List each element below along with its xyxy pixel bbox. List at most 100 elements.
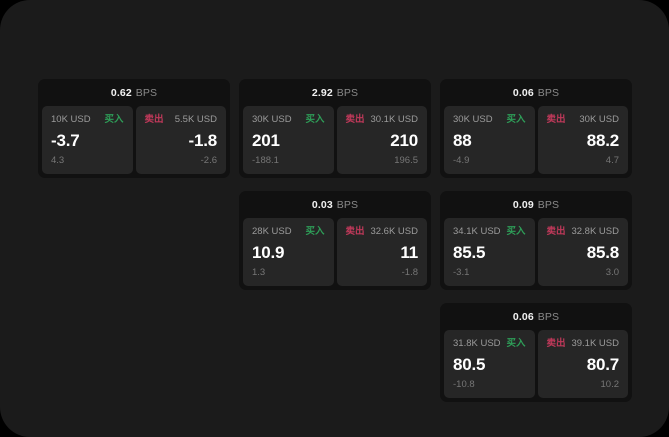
buy-panel-header: 30K USD 买入 xyxy=(252,114,325,125)
buy-panel[interactable]: 34.1K USD 买入 85.5 -3.1 xyxy=(444,218,535,286)
spread-card[interactable]: 0.06 BPS 30K USD 买入 88 -4.9 卖出 30K USD xyxy=(440,79,632,178)
sell-tag: 卖出 xyxy=(546,226,566,237)
sell-panel-header: 卖出 32.8K USD xyxy=(547,226,620,237)
buy-tag: 买入 xyxy=(506,226,526,237)
sell-delta: -1.8 xyxy=(401,267,418,278)
sell-delta: -2.6 xyxy=(200,155,217,166)
sell-price: 11 xyxy=(400,242,418,262)
sell-delta: 196.5 xyxy=(394,155,418,166)
buy-tag: 买入 xyxy=(305,114,325,125)
card-header: 2.92 BPS xyxy=(239,79,431,106)
bps-value: 0.62 xyxy=(110,86,132,99)
bps-value: 0.06 xyxy=(512,310,534,323)
buy-panel-header: 31.8K USD 买入 xyxy=(453,338,526,349)
sell-panel[interactable]: 卖出 30K USD 88.2 4.7 xyxy=(537,106,628,174)
buy-panel[interactable]: 30K USD 买入 88 -4.9 xyxy=(444,106,535,174)
bps-value: 0.09 xyxy=(512,198,534,211)
sell-panel-header: 卖出 32.6K USD xyxy=(346,226,419,237)
sell-panel[interactable]: 卖出 5.5K USD -1.8 -2.6 xyxy=(135,106,226,174)
sell-tag: 卖出 xyxy=(345,114,365,125)
sell-price: 210 xyxy=(390,130,418,150)
buy-delta: -4.9 xyxy=(453,155,470,166)
sell-quantity: 32.6K USD xyxy=(370,226,418,237)
sell-panel-header: 卖出 30.1K USD xyxy=(346,114,419,125)
spread-card[interactable]: 0.03 BPS 28K USD 买入 10.9 1.3 卖出 32.6K US… xyxy=(239,191,431,290)
buy-tag: 买入 xyxy=(305,226,325,237)
sell-delta: 10.2 xyxy=(600,379,620,390)
buy-tag: 买入 xyxy=(506,338,526,349)
card-header: 0.03 BPS xyxy=(239,191,431,218)
card-body: 28K USD 买入 10.9 1.3 卖出 32.6K USD 11 -1.8 xyxy=(239,218,431,286)
sell-price: 85.8 xyxy=(586,242,619,262)
card-body: 30K USD 买入 88 -4.9 卖出 30K USD 88.2 4.7 xyxy=(440,106,632,174)
buy-quantity: 30K USD xyxy=(453,114,493,125)
card-body: 30K USD 买入 201 -188.1 卖出 30.1K USD 210 1… xyxy=(239,106,431,174)
buy-panel-header: 10K USD 买入 xyxy=(51,114,124,125)
sell-panel-header: 卖出 5.5K USD xyxy=(145,114,218,125)
buy-quantity: 10K USD xyxy=(51,114,91,125)
buy-price: 85.5 xyxy=(453,242,486,262)
buy-tag: 买入 xyxy=(506,114,526,125)
sell-panel[interactable]: 卖出 32.6K USD 11 -1.8 xyxy=(336,218,427,286)
sell-quantity: 32.8K USD xyxy=(571,226,619,237)
buy-delta: -10.8 xyxy=(453,379,475,390)
bps-value: 0.06 xyxy=(512,86,534,99)
buy-quantity: 31.8K USD xyxy=(453,338,501,349)
buy-delta: 4.3 xyxy=(51,155,65,166)
sell-panel[interactable]: 卖出 39.1K USD 80.7 10.2 xyxy=(537,330,628,398)
bps-unit: BPS xyxy=(537,86,560,99)
card-header: 0.62 BPS xyxy=(38,79,230,106)
sell-quantity: 30.1K USD xyxy=(370,114,418,125)
spread-card[interactable]: 2.92 BPS 30K USD 买入 201 -188.1 卖出 30.1K … xyxy=(239,79,431,178)
bps-unit: BPS xyxy=(336,198,359,211)
spread-card-grid: 0.62 BPS 10K USD 买入 -3.7 4.3 卖出 5.5K USD xyxy=(38,79,634,402)
sell-delta: 4.7 xyxy=(605,155,619,166)
bps-unit: BPS xyxy=(336,86,359,99)
sell-panel-header: 卖出 30K USD xyxy=(547,114,620,125)
bps-value: 2.92 xyxy=(311,86,333,99)
sell-panel[interactable]: 卖出 30.1K USD 210 196.5 xyxy=(336,106,427,174)
buy-delta: 1.3 xyxy=(252,267,266,278)
sell-quantity: 5.5K USD xyxy=(174,114,217,125)
sell-tag: 卖出 xyxy=(546,114,566,125)
buy-price: 80.5 xyxy=(453,354,486,374)
buy-delta: -188.1 xyxy=(252,155,279,166)
buy-quantity: 30K USD xyxy=(252,114,292,125)
spread-card[interactable]: 0.62 BPS 10K USD 买入 -3.7 4.3 卖出 5.5K USD xyxy=(38,79,230,178)
buy-delta: -3.1 xyxy=(453,267,470,278)
buy-price: 88 xyxy=(453,130,472,150)
spread-card[interactable]: 0.09 BPS 34.1K USD 买入 85.5 -3.1 卖出 32.8K… xyxy=(440,191,632,290)
buy-quantity: 28K USD xyxy=(252,226,292,237)
buy-panel[interactable]: 10K USD 买入 -3.7 4.3 xyxy=(42,106,133,174)
sell-quantity: 30K USD xyxy=(579,114,619,125)
buy-panel[interactable]: 31.8K USD 买入 80.5 -10.8 xyxy=(444,330,535,398)
card-header: 0.09 BPS xyxy=(440,191,632,218)
sell-tag: 卖出 xyxy=(546,338,566,349)
bps-unit: BPS xyxy=(537,198,560,211)
buy-price: -3.7 xyxy=(51,130,80,150)
buy-panel-header: 30K USD 买入 xyxy=(453,114,526,125)
sell-delta: 3.0 xyxy=(605,267,619,278)
buy-panel-header: 28K USD 买入 xyxy=(252,226,325,237)
card-header: 0.06 BPS xyxy=(440,79,632,106)
card-body: 34.1K USD 买入 85.5 -3.1 卖出 32.8K USD 85.8… xyxy=(440,218,632,286)
buy-panel[interactable]: 30K USD 买入 201 -188.1 xyxy=(243,106,334,174)
buy-quantity: 34.1K USD xyxy=(453,226,501,237)
sell-tag: 卖出 xyxy=(345,226,365,237)
buy-tag: 买入 xyxy=(104,114,124,125)
card-header: 0.06 BPS xyxy=(440,303,632,330)
card-body: 31.8K USD 买入 80.5 -10.8 卖出 39.1K USD 80.… xyxy=(440,330,632,398)
buy-panel[interactable]: 28K USD 买入 10.9 1.3 xyxy=(243,218,334,286)
bps-unit: BPS xyxy=(537,310,560,323)
spread-card[interactable]: 0.06 BPS 31.8K USD 买入 80.5 -10.8 卖出 39.1… xyxy=(440,303,632,402)
bps-value: 0.03 xyxy=(311,198,333,211)
buy-panel-header: 34.1K USD 买入 xyxy=(453,226,526,237)
sell-tag: 卖出 xyxy=(144,114,164,125)
buy-price: 10.9 xyxy=(252,242,285,262)
sell-panel-header: 卖出 39.1K USD xyxy=(547,338,620,349)
sell-panel[interactable]: 卖出 32.8K USD 85.8 3.0 xyxy=(537,218,628,286)
sell-price: 80.7 xyxy=(586,354,619,374)
sell-quantity: 39.1K USD xyxy=(571,338,619,349)
card-body: 10K USD 买入 -3.7 4.3 卖出 5.5K USD -1.8 -2.… xyxy=(38,106,230,174)
